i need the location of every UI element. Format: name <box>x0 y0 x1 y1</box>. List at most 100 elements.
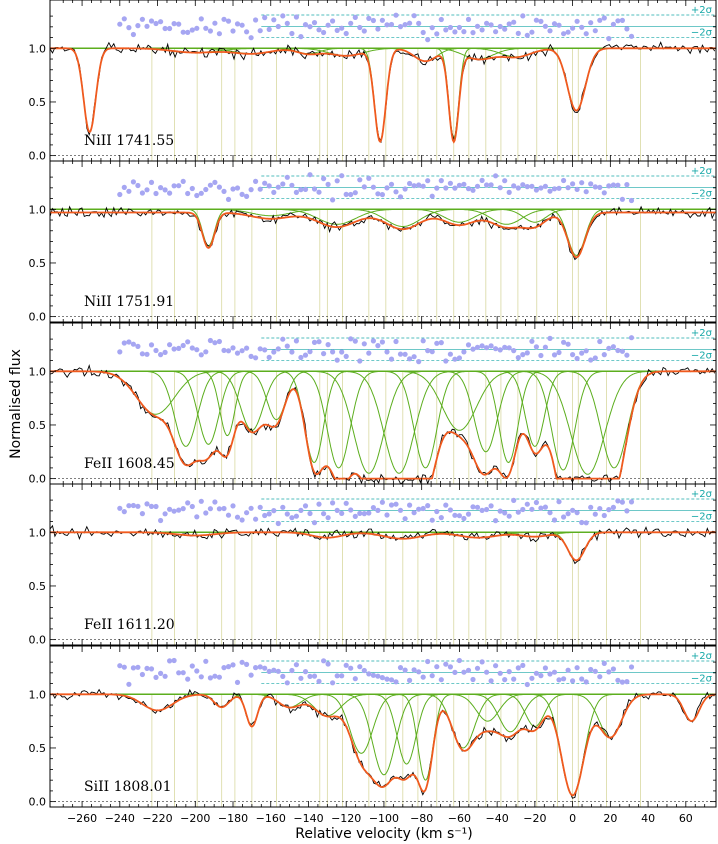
residual-point <box>257 28 263 34</box>
residual-point <box>325 22 331 28</box>
residual-point <box>456 513 462 519</box>
residual-point <box>207 506 213 512</box>
residual-point <box>198 16 204 22</box>
residual-point <box>565 667 571 673</box>
residual-point <box>366 350 372 356</box>
residual-point <box>180 342 186 349</box>
residual-point <box>162 25 168 32</box>
voigt-component <box>50 370 716 464</box>
minus-two-sigma-label: −2σ <box>691 28 713 39</box>
residual-point <box>307 349 313 355</box>
y-tick-label: 1.0 <box>29 365 47 378</box>
residual-point <box>502 26 508 32</box>
residual-point <box>624 182 630 188</box>
residual-point <box>153 190 159 197</box>
residual-point <box>484 345 490 351</box>
voigt-component <box>50 693 716 733</box>
residual-point <box>352 676 358 682</box>
residual-point <box>515 509 521 515</box>
voigt-component <box>50 693 716 776</box>
residual-point <box>542 23 549 29</box>
residual-point <box>397 351 404 357</box>
residual-point <box>266 511 272 517</box>
residual-point <box>511 183 517 189</box>
residual-point <box>506 513 512 519</box>
residual-point <box>330 680 336 686</box>
residual-point <box>556 22 562 28</box>
residual-point <box>488 343 494 349</box>
residual-point <box>198 498 204 504</box>
residual-point <box>583 31 589 37</box>
residual-point <box>447 507 453 513</box>
residual-point <box>425 178 431 184</box>
residual-point <box>447 351 453 357</box>
x-tick-label: −220 <box>142 812 172 825</box>
residual-point <box>361 667 367 674</box>
residual-point <box>158 670 164 677</box>
residual-point <box>379 17 385 23</box>
residual-point <box>216 338 222 345</box>
residual-point <box>397 507 404 513</box>
residual-point <box>388 21 395 28</box>
residual-point <box>234 350 241 356</box>
x-tick-label: −260 <box>67 812 97 825</box>
residual-point <box>388 181 395 187</box>
residual-point <box>185 29 191 35</box>
residual-point <box>262 512 268 519</box>
residual-point <box>130 341 136 347</box>
residual-point <box>597 17 603 23</box>
residual-point <box>592 668 598 674</box>
residual-point <box>176 507 182 513</box>
residual-point <box>402 186 408 192</box>
residual-point <box>470 187 476 193</box>
residual-point <box>407 502 413 508</box>
residual-point <box>570 25 576 31</box>
residual-point <box>506 189 512 195</box>
residual-point <box>493 29 499 35</box>
residual-point <box>239 348 245 354</box>
residual-point <box>452 669 458 676</box>
residual-point <box>393 501 399 507</box>
residual-point <box>524 501 530 507</box>
residual-point <box>271 189 277 195</box>
residual-point <box>615 347 621 354</box>
residual-point <box>533 17 540 23</box>
residual-point <box>316 678 322 685</box>
residual-point <box>379 192 385 198</box>
ion-transition-label: FeII 1611.20 <box>84 617 175 633</box>
residual-point <box>438 340 444 346</box>
residual-point <box>357 664 363 670</box>
residual-point <box>148 666 155 672</box>
residual-point <box>407 356 413 362</box>
residual-point <box>574 355 580 362</box>
residual-point <box>443 185 449 191</box>
residual-point <box>244 29 250 35</box>
residual-point <box>619 17 626 23</box>
residual-point <box>624 679 630 685</box>
residual-point <box>284 343 290 349</box>
residual-point <box>130 665 136 671</box>
residual-point <box>148 179 155 185</box>
residual-point <box>289 515 295 521</box>
residual-point <box>497 23 503 30</box>
residual-point <box>547 28 553 34</box>
residual-point <box>302 503 309 509</box>
residual-point <box>407 677 413 684</box>
residual-point <box>130 502 136 509</box>
residual-point <box>334 507 340 513</box>
residual-point <box>529 183 535 189</box>
panels-group: 0.0 0.5 1.0 +2σ −2σ NiII 1741.55 0.0 0.5 1.0 +2σ −… <box>29 0 717 825</box>
residual-point <box>216 184 222 190</box>
residual-point <box>234 514 241 520</box>
residual-point <box>619 348 626 354</box>
residual-point <box>515 185 521 191</box>
residual-point <box>583 679 589 685</box>
residual-point <box>479 27 485 33</box>
residual-point <box>117 21 123 27</box>
residual-point <box>597 184 603 190</box>
residual-point <box>515 30 521 36</box>
residual-point <box>289 667 295 674</box>
residual-point <box>257 664 263 670</box>
residual-point <box>425 503 431 509</box>
voigt-component <box>50 370 716 469</box>
